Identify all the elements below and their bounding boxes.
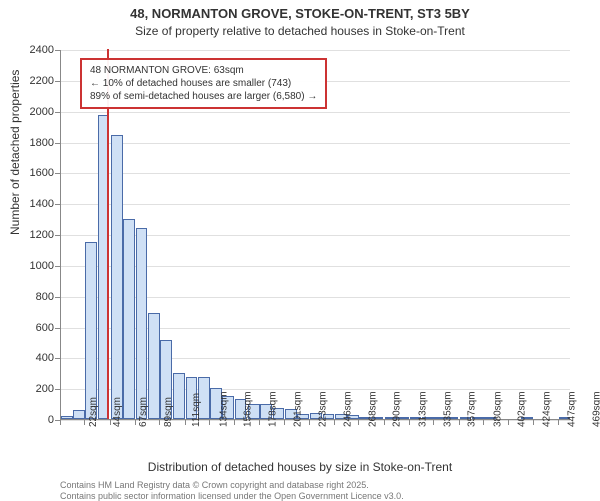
chart-subtitle: Size of property relative to detached ho… <box>0 24 600 38</box>
annotation-box: 48 NORMANTON GROVE: 63sqm ← 10% of detac… <box>80 58 327 109</box>
x-tick-label: 44sqm <box>113 397 124 427</box>
x-tick-label: 22sqm <box>88 397 99 427</box>
x-tick-mark <box>508 420 509 425</box>
y-tick-label: 1400 <box>14 198 54 210</box>
y-tick-label: 200 <box>14 383 54 395</box>
x-tick-mark <box>110 420 111 425</box>
y-tick-mark <box>55 81 60 82</box>
histogram-bar <box>61 416 73 419</box>
x-tick-label: 268sqm <box>368 391 379 427</box>
y-tick-label: 2400 <box>14 44 54 56</box>
y-tick-mark <box>55 173 60 174</box>
y-axis-label: Number of detached properties <box>8 70 22 235</box>
histogram-bar <box>123 219 135 419</box>
y-tick-mark <box>55 235 60 236</box>
gridline <box>61 204 570 205</box>
x-tick-mark <box>60 420 61 425</box>
y-tick-mark <box>55 50 60 51</box>
y-tick-label: 1200 <box>14 229 54 241</box>
chart-container: 48, NORMANTON GROVE, STOKE-ON-TRENT, ST3… <box>0 0 600 500</box>
histogram-bar <box>73 410 85 419</box>
y-tick-mark <box>55 112 60 113</box>
y-tick-label: 800 <box>14 291 54 303</box>
x-tick-label: 246sqm <box>343 391 354 427</box>
x-tick-mark <box>433 420 434 425</box>
gridline <box>61 143 570 144</box>
y-tick-label: 1800 <box>14 137 54 149</box>
x-tick-label: 290sqm <box>392 391 403 427</box>
x-tick-label: 89sqm <box>163 397 174 427</box>
y-tick-label: 1000 <box>14 260 54 272</box>
x-tick-mark <box>284 420 285 425</box>
y-tick-mark <box>55 266 60 267</box>
x-axis-label: Distribution of detached houses by size … <box>0 460 600 474</box>
x-tick-label: 313sqm <box>418 391 429 427</box>
y-tick-label: 600 <box>14 322 54 334</box>
x-tick-mark <box>309 420 310 425</box>
histogram-bar <box>85 242 97 419</box>
y-tick-mark <box>55 328 60 329</box>
x-tick-label: 178sqm <box>267 391 278 427</box>
annotation-line-2: ← 10% of detached houses are smaller (74… <box>90 77 317 90</box>
gridline <box>61 112 570 113</box>
x-tick-label: 67sqm <box>138 397 149 427</box>
x-tick-label: 223sqm <box>317 391 328 427</box>
x-tick-mark <box>558 420 559 425</box>
x-tick-label: 335sqm <box>442 391 453 427</box>
x-tick-mark <box>159 420 160 425</box>
x-tick-label: 134sqm <box>218 391 229 427</box>
chart-title: 48, NORMANTON GROVE, STOKE-ON-TRENT, ST3… <box>0 6 600 21</box>
x-tick-mark <box>209 420 210 425</box>
x-tick-label: 156sqm <box>243 391 254 427</box>
footnote-1: Contains HM Land Registry data © Crown c… <box>60 480 369 490</box>
x-tick-mark <box>358 420 359 425</box>
histogram-bar <box>173 373 185 419</box>
y-tick-mark <box>55 389 60 390</box>
gridline <box>61 50 570 51</box>
y-tick-mark <box>55 143 60 144</box>
x-tick-mark <box>234 420 235 425</box>
x-tick-mark <box>533 420 534 425</box>
y-tick-label: 400 <box>14 352 54 364</box>
y-tick-label: 1600 <box>14 167 54 179</box>
x-tick-mark <box>384 420 385 425</box>
x-tick-mark <box>409 420 410 425</box>
x-tick-mark <box>459 420 460 425</box>
x-tick-mark <box>334 420 335 425</box>
y-tick-label: 2200 <box>14 75 54 87</box>
annotation-line-3: 89% of semi-detached houses are larger (… <box>90 90 317 103</box>
x-tick-label: 357sqm <box>467 391 478 427</box>
y-tick-mark <box>55 297 60 298</box>
x-tick-label: 469sqm <box>591 391 600 427</box>
x-tick-mark <box>135 420 136 425</box>
x-tick-label: 201sqm <box>293 391 304 427</box>
x-tick-mark <box>185 420 186 425</box>
histogram-bar <box>136 228 148 419</box>
histogram-bar <box>148 313 160 419</box>
annotation-line-1: 48 NORMANTON GROVE: 63sqm <box>90 64 317 77</box>
x-tick-label: 447sqm <box>567 391 578 427</box>
x-tick-mark <box>259 420 260 425</box>
y-tick-label: 2000 <box>14 106 54 118</box>
histogram-bar <box>111 135 123 419</box>
x-tick-label: 111sqm <box>191 393 202 427</box>
x-tick-mark <box>84 420 85 425</box>
gridline <box>61 173 570 174</box>
y-tick-mark <box>55 358 60 359</box>
x-tick-label: 424sqm <box>541 391 552 427</box>
y-tick-mark <box>55 204 60 205</box>
y-tick-label: 0 <box>14 414 54 426</box>
x-tick-mark <box>483 420 484 425</box>
x-tick-label: 402sqm <box>517 391 528 427</box>
x-tick-label: 380sqm <box>492 391 503 427</box>
